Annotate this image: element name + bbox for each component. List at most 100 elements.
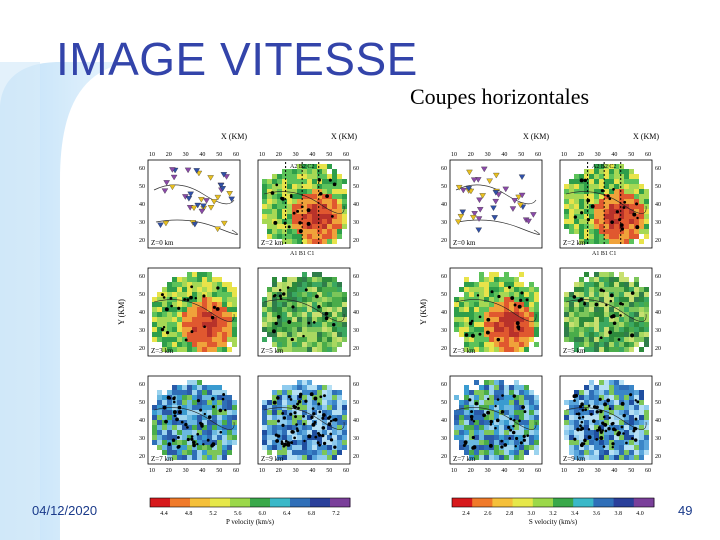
station-triangle — [476, 207, 484, 213]
velocity-cell — [629, 415, 634, 420]
velocity-cell — [589, 184, 594, 189]
velocity-cell — [322, 337, 327, 342]
velocity-cell — [579, 229, 584, 234]
velocity-cell — [569, 312, 574, 317]
velocity-cell — [534, 415, 539, 420]
velocity-cell — [509, 317, 514, 322]
velocity-cell — [514, 445, 519, 450]
velocity-cell — [519, 327, 524, 332]
velocity-cell — [494, 385, 499, 390]
hypocenter-dot — [199, 421, 202, 425]
station-triangle — [479, 193, 486, 199]
velocity-cell — [332, 317, 337, 322]
velocity-cell — [272, 179, 277, 184]
velocity-cell — [609, 342, 614, 347]
velocity-cell — [604, 189, 609, 194]
velocity-cell — [277, 410, 282, 415]
velocity-cell — [574, 400, 579, 405]
velocity-cell — [327, 342, 332, 347]
velocity-cell — [564, 307, 569, 312]
velocity-cell — [614, 327, 619, 332]
hypocenter-dot — [322, 441, 327, 446]
hypocenter-dot — [606, 194, 610, 198]
velocity-cell — [499, 337, 504, 342]
velocity-cell — [634, 415, 639, 420]
velocity-cell — [629, 445, 634, 450]
velocity-cell — [629, 405, 634, 410]
velocity-cell — [514, 455, 519, 460]
hypocenter-dot — [586, 198, 591, 203]
velocity-cell — [202, 395, 207, 400]
velocity-cell — [212, 307, 217, 312]
velocity-cell — [297, 420, 302, 425]
velocity-cell — [489, 385, 494, 390]
depth-label: Z=9 km — [563, 455, 586, 463]
velocity-cell — [494, 450, 499, 455]
colorbar-tick-label: 4.4 — [160, 511, 168, 517]
velocity-cell — [494, 307, 499, 312]
velocity-cell — [342, 405, 347, 410]
velocity-cell — [599, 425, 604, 430]
velocity-cell — [197, 302, 202, 307]
velocity-cell — [302, 415, 307, 420]
velocity-cell — [614, 282, 619, 287]
velocity-cell — [297, 390, 302, 395]
velocity-cell — [312, 385, 317, 390]
velocity-cell — [474, 302, 479, 307]
velocity-cell — [267, 214, 272, 219]
depth-label: Z=3 km — [453, 347, 476, 355]
colorbar-tick-label: 6.4 — [283, 511, 291, 517]
velocity-cell — [212, 337, 217, 342]
hypocenter-dot — [303, 439, 306, 443]
velocity-cell — [594, 342, 599, 347]
velocity-cell — [272, 332, 277, 337]
hypocenter-dot — [169, 296, 173, 300]
velocity-cell — [629, 455, 634, 460]
velocity-cell — [599, 395, 604, 400]
velocity-cell — [584, 287, 589, 292]
velocity-cell — [342, 317, 347, 322]
velocity-cell — [312, 455, 317, 460]
station-triangle — [495, 192, 502, 198]
velocity-cell — [277, 184, 282, 189]
velocity-cell — [619, 410, 624, 415]
velocity-cell — [489, 395, 494, 400]
velocity-cell — [262, 184, 267, 189]
velocity-cell — [182, 287, 187, 292]
velocity-cell — [187, 425, 192, 430]
velocity-cell — [579, 204, 584, 209]
velocity-cell — [307, 415, 312, 420]
velocity-cell — [302, 380, 307, 385]
velocity-cell — [207, 425, 212, 430]
velocity-cell — [624, 332, 629, 337]
velocity-cell — [514, 440, 519, 445]
station-triangle — [170, 174, 178, 181]
velocity-cell — [217, 450, 222, 455]
velocity-cell — [564, 199, 569, 204]
hypocenter-dot — [611, 446, 614, 449]
velocity-cell — [589, 445, 594, 450]
velocity-cell — [202, 430, 207, 435]
velocity-cell — [312, 347, 317, 352]
velocity-cell — [317, 234, 322, 239]
velocity-cell — [317, 214, 322, 219]
velocity-cell — [599, 214, 604, 219]
velocity-cell — [589, 440, 594, 445]
velocity-cell — [322, 174, 327, 179]
velocity-cell — [312, 445, 317, 450]
velocity-cell — [197, 440, 202, 445]
velocity-cell — [327, 277, 332, 282]
velocity-cell — [634, 435, 639, 440]
velocity-cell — [227, 395, 232, 400]
velocity-cell — [494, 292, 499, 297]
velocity-cell — [157, 297, 162, 302]
velocity-cell — [629, 234, 634, 239]
velocity-cell — [157, 312, 162, 317]
velocity-cell — [469, 390, 474, 395]
velocity-cell — [282, 425, 287, 430]
velocity-cell — [172, 455, 177, 460]
velocity-cell — [302, 390, 307, 395]
velocity-cell — [232, 317, 237, 322]
velocity-cell — [504, 277, 509, 282]
velocity-cell — [282, 229, 287, 234]
